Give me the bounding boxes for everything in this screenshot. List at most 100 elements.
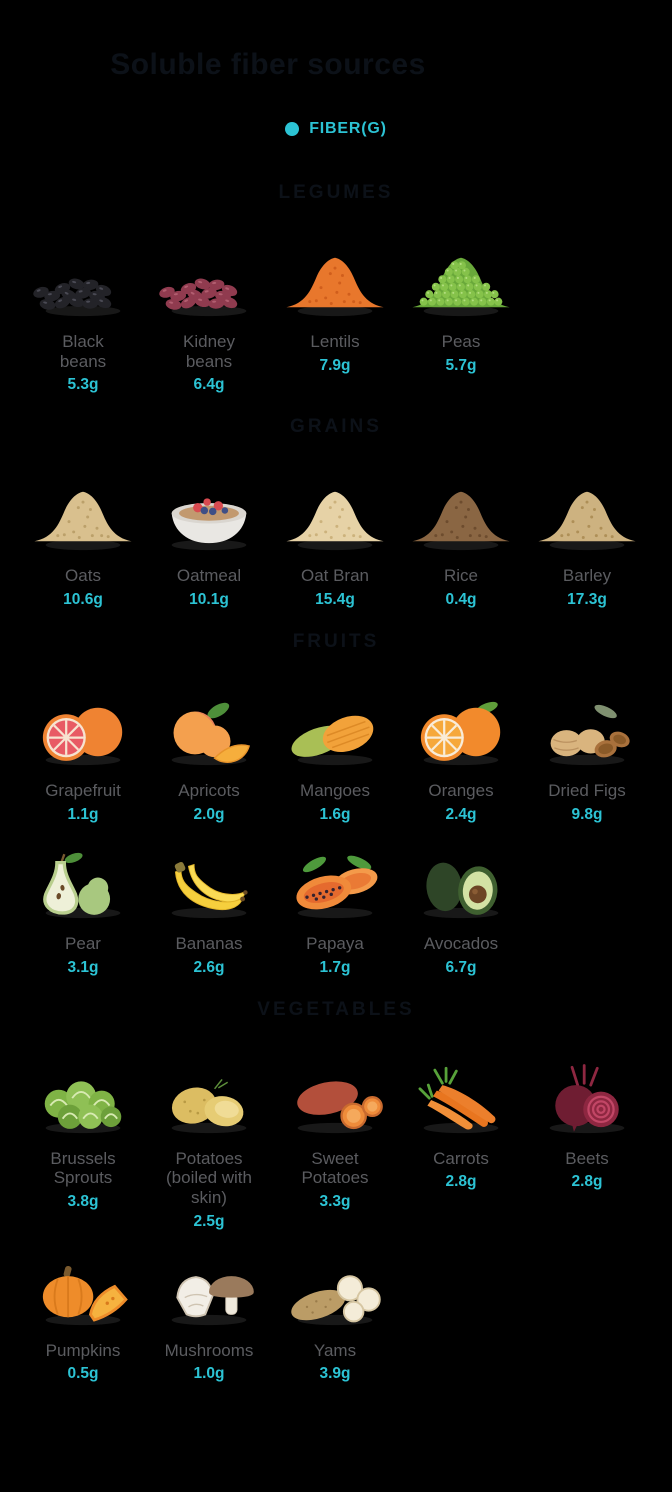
fiber-value: 10.6g bbox=[63, 591, 103, 609]
oatmeal-bowl-icon bbox=[146, 478, 272, 556]
food-name: Sweet Potatoes bbox=[301, 1148, 369, 1188]
food-sections: LEGUMES Black beans 5.3g Kidney beans 6.4g Le… bbox=[0, 182, 672, 1383]
mushrooms-icon bbox=[146, 1253, 272, 1331]
food-name: Oat Bran bbox=[300, 566, 370, 586]
food-item-papaya: Papaya 1.7g bbox=[272, 846, 398, 977]
potatoes-icon bbox=[146, 1061, 272, 1139]
fiber-value: 10.1g bbox=[189, 591, 229, 609]
food-row: Brussels Sprouts 3.8g Potatoes (boiled wit… bbox=[0, 1061, 672, 1231]
food-item-peas: Peas 5.7g bbox=[398, 244, 524, 375]
food-name: Dried Figs bbox=[548, 781, 626, 801]
food-item-oats: Oats 10.6g bbox=[20, 478, 146, 609]
food-name: Apricots bbox=[178, 781, 240, 801]
food-item-apricots: Apricots 2.0g bbox=[146, 693, 272, 824]
lentils-icon bbox=[272, 244, 398, 322]
food-item-avocados: Avocados 6.7g bbox=[398, 846, 524, 977]
fiber-value: 2.8g bbox=[445, 1173, 477, 1191]
food-item-brussels-sprouts: Brussels Sprouts 3.8g bbox=[20, 1061, 146, 1211]
rice-icon bbox=[398, 478, 524, 556]
oats-icon bbox=[20, 478, 146, 556]
food-item-kidney-beans: Kidney beans 6.4g bbox=[146, 244, 272, 394]
food-name: Pumpkins bbox=[45, 1340, 121, 1360]
fiber-value: 9.8g bbox=[571, 805, 603, 823]
bananas-icon bbox=[146, 846, 272, 924]
food-item-barley: Barley 17.3g bbox=[524, 478, 650, 609]
food-name: Rice bbox=[443, 566, 478, 586]
fiber-legend: FIBER(G) bbox=[0, 120, 672, 138]
food-name: Beets bbox=[565, 1148, 609, 1168]
fiber-value: 2.0g bbox=[193, 805, 225, 823]
food-name: Lentils bbox=[310, 332, 360, 351]
page-title: Soluble fiber sources bbox=[110, 48, 426, 81]
food-item-potatoes: Potatoes (boiled with skin) 2.5g bbox=[146, 1061, 272, 1231]
beets-icon bbox=[524, 1061, 650, 1139]
pear-icon bbox=[20, 846, 146, 924]
oat-bran-icon bbox=[272, 478, 398, 556]
fiber-value: 2.5g bbox=[193, 1212, 225, 1230]
food-item-dried-figs: Dried Figs 9.8g bbox=[524, 693, 650, 824]
food-name: Potatoes (boiled with skin) bbox=[166, 1148, 252, 1208]
section-header-grains: GRAINS bbox=[290, 416, 382, 438]
food-name: Yams bbox=[313, 1340, 357, 1360]
oranges-icon bbox=[398, 693, 524, 771]
fiber-value: 1.6g bbox=[319, 805, 351, 823]
apricots-icon bbox=[146, 693, 272, 771]
section-vegetables: VEGETABLES Brussels Sprouts 3.8g Potatoes (… bbox=[0, 999, 672, 1384]
food-item-carrots: Carrots 2.8g bbox=[398, 1061, 524, 1192]
food-item-pear: Pear 3.1g bbox=[20, 846, 146, 977]
fiber-value: 0.4g bbox=[445, 591, 477, 609]
fiber-value: 17.3g bbox=[567, 591, 607, 609]
food-name: Mushrooms bbox=[164, 1340, 254, 1360]
food-item-mushrooms: Mushrooms 1.0g bbox=[146, 1253, 272, 1384]
food-name: Oats bbox=[65, 566, 101, 586]
food-item-yams: Yams 3.9g bbox=[272, 1253, 398, 1384]
fiber-value: 0.5g bbox=[67, 1365, 99, 1383]
food-item-lentils: Lentils 7.9g bbox=[272, 244, 398, 375]
legend-dot-icon bbox=[285, 122, 300, 136]
fiber-value: 2.4g bbox=[445, 805, 477, 823]
section-legumes: LEGUMES Black beans 5.3g Kidney beans 6.4g Le… bbox=[0, 182, 672, 394]
section-header-vegetables: VEGETABLES bbox=[257, 998, 415, 1020]
food-row: Pumpkins 0.5g Mushrooms 1.0g Yams 3.9g bbox=[0, 1253, 672, 1384]
section-header-fruits: FRUITS bbox=[292, 631, 380, 653]
food-item-rice: Rice 0.4g bbox=[398, 478, 524, 609]
fiber-value: 6.4g bbox=[193, 376, 225, 394]
food-item-oatmeal-bowl: Oatmeal 10.1g bbox=[146, 478, 272, 609]
food-row: Oats 10.6g Oatmeal 10.1g Oat Bran 15.4g Rice 0.… bbox=[0, 478, 672, 609]
grapefruit-icon bbox=[20, 693, 146, 771]
food-item-oranges: Oranges 2.4g bbox=[398, 693, 524, 824]
yams-icon bbox=[272, 1253, 398, 1331]
food-item-pumpkins: Pumpkins 0.5g bbox=[20, 1253, 146, 1384]
food-name: Avocados bbox=[423, 933, 499, 953]
kidney-beans-icon bbox=[146, 244, 272, 322]
food-item-grapefruit: Grapefruit 1.1g bbox=[20, 693, 146, 824]
food-name: Grapefruit bbox=[45, 781, 121, 801]
fiber-value: 2.8g bbox=[571, 1173, 603, 1191]
fiber-value: 3.1g bbox=[67, 958, 99, 976]
food-item-beets: Beets 2.8g bbox=[524, 1061, 650, 1192]
pumpkins-icon bbox=[20, 1253, 146, 1331]
food-name: Kidney beans bbox=[183, 332, 235, 371]
fiber-value: 5.3g bbox=[67, 376, 99, 394]
black-beans-icon bbox=[20, 244, 146, 322]
avocados-icon bbox=[398, 846, 524, 924]
food-name: Barley bbox=[562, 566, 612, 586]
food-item-oat-bran: Oat Bran 15.4g bbox=[272, 478, 398, 609]
mangoes-icon bbox=[272, 693, 398, 771]
legend-label: FIBER(G) bbox=[309, 120, 387, 137]
fiber-value: 2.6g bbox=[193, 958, 225, 976]
fiber-value: 6.7g bbox=[445, 958, 477, 976]
food-name: Oatmeal bbox=[176, 566, 242, 586]
fiber-value: 1.1g bbox=[67, 805, 99, 823]
food-row: Pear 3.1g Bananas 2.6g Papaya 1.7g Avocados 6.7… bbox=[0, 846, 672, 977]
food-item-sweet-potatoes: Sweet Potatoes 3.3g bbox=[272, 1061, 398, 1211]
fiber-value: 3.9g bbox=[319, 1365, 351, 1383]
food-name: Carrots bbox=[433, 1148, 489, 1168]
carrots-icon bbox=[398, 1061, 524, 1139]
section-grains: GRAINS Oats 10.6g Oatmeal 10.1g Oat Bran 15.4g… bbox=[0, 416, 672, 609]
food-name: Pear bbox=[65, 933, 101, 953]
food-name: Oranges bbox=[428, 781, 494, 801]
fiber-value: 1.0g bbox=[193, 1365, 225, 1383]
food-name: Papaya bbox=[306, 933, 364, 953]
